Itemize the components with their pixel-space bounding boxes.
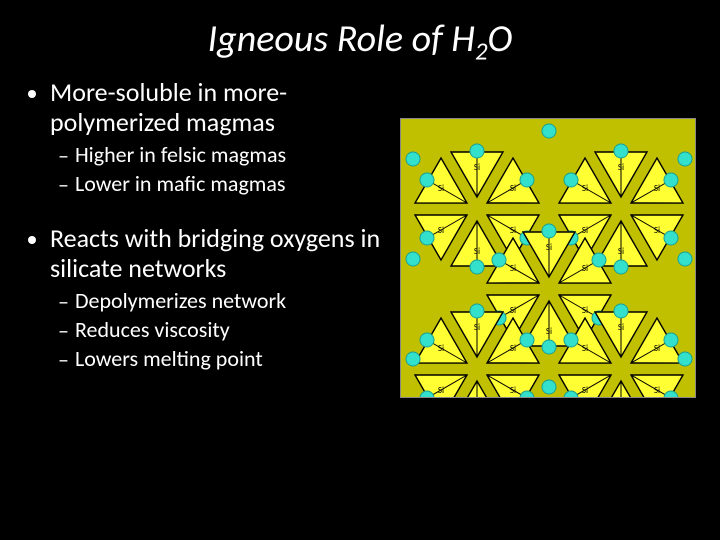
svg-text:Si: Si [510, 263, 516, 274]
svg-text:Si: Si [510, 385, 516, 396]
spacer [28, 200, 398, 224]
slide: Igneous Role of H2O More-soluble in more… [0, 0, 720, 540]
bullet-dot-icon [28, 90, 36, 98]
bullet-1-1: – Higher in felsic magmas [58, 142, 398, 169]
bullet-2: Reacts with bridging oxygens in silicate… [28, 224, 398, 284]
silicate-network-diagram: Si Si Si Si Si Si Si Si Si Si Si Si Si Si Si Si Si Si Si Si… [400, 118, 696, 398]
title-sub: 2 [475, 36, 488, 67]
title-pre: Igneous Role of H [208, 16, 475, 62]
svg-text:Si: Si [618, 246, 624, 257]
bullet-2-3: – Lowers melting point [58, 346, 398, 373]
svg-text:Si: Si [510, 225, 516, 236]
svg-text:Si: Si [474, 322, 480, 333]
bullet-2-1-text: Depolymerizes network [75, 288, 286, 313]
dash-icon: – [58, 317, 69, 344]
svg-text:Si: Si [546, 242, 552, 253]
dash-icon: – [58, 346, 69, 373]
svg-text:Si: Si [438, 183, 444, 194]
svg-text:Si: Si [510, 343, 516, 354]
svg-text:Si: Si [618, 322, 624, 333]
svg-text:Si: Si [438, 385, 444, 396]
content-body: More-soluble in more-polymerized magmas … [28, 78, 398, 375]
svg-text:Si: Si [546, 326, 552, 337]
bullet-1-2: – Lower in mafic magmas [58, 171, 398, 198]
bullet-2-2-text: Reduces viscosity [75, 317, 230, 342]
svg-text:Si: Si [582, 263, 588, 274]
svg-text:Si: Si [510, 305, 516, 316]
dash-icon: – [58, 288, 69, 315]
title-post: O [488, 16, 513, 62]
svg-text:Si: Si [654, 343, 660, 354]
bullet-2-text: Reacts with bridging oxygens in silicate… [50, 224, 398, 284]
svg-text:Si: Si [582, 385, 588, 396]
svg-text:Si: Si [438, 343, 444, 354]
svg-text:Si: Si [654, 385, 660, 396]
bullet-2-3-text: Lowers melting point [75, 346, 263, 371]
bullet-1: More-soluble in more-polymerized magmas [28, 78, 398, 138]
svg-text:Si: Si [474, 246, 480, 257]
svg-text:Si: Si [438, 225, 444, 236]
svg-text:Si: Si [654, 225, 660, 236]
dash-icon: – [58, 171, 69, 198]
bullet-1-2-text: Lower in mafic magmas [75, 171, 286, 196]
svg-text:Si: Si [510, 183, 516, 194]
bullet-1-text: More-soluble in more-polymerized magmas [50, 78, 398, 138]
bullet-dot-icon [28, 236, 36, 244]
svg-text:Si: Si [582, 183, 588, 194]
bullet-2-2: – Reduces viscosity [58, 317, 398, 344]
bullet-2-1: – Depolymerizes network [58, 288, 398, 315]
svg-text:Si: Si [582, 343, 588, 354]
bullet-1-1-text: Higher in felsic magmas [75, 142, 286, 167]
svg-text:Si: Si [582, 305, 588, 316]
svg-text:Si: Si [582, 225, 588, 236]
dash-icon: – [58, 142, 69, 169]
svg-text:Si: Si [618, 162, 624, 173]
slide-title: Igneous Role of H2O [0, 16, 720, 67]
svg-text:Si: Si [654, 183, 660, 194]
svg-text:Si: Si [474, 162, 480, 173]
